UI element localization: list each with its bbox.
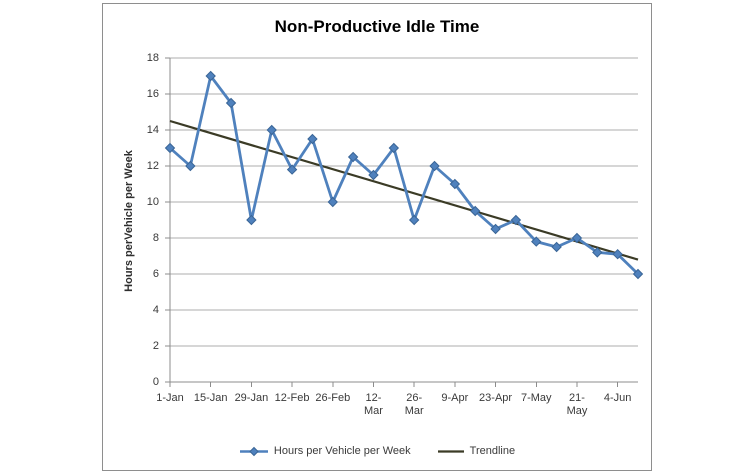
x-tick-label: 23-Apr [479, 392, 513, 404]
x-tick-label: 7-May [520, 392, 552, 404]
x-tick-label: 9-Apr [441, 392, 469, 404]
x-tick-label: 26-Feb [315, 392, 351, 404]
y-tick-label: 16 [146, 87, 159, 100]
y-tick-label: 0 [152, 375, 159, 388]
legend-item-series: Hours per Vehicle per Week [239, 445, 411, 457]
y-tick-label: 8 [152, 231, 159, 244]
series-line-swatch-icon [239, 446, 269, 457]
legend-trendline-label: Trendline [469, 445, 516, 457]
y-tick-label: 18 [146, 51, 159, 64]
y-tick-label: 12 [146, 159, 159, 172]
y-tick-label: 10 [146, 195, 159, 208]
x-tick-label: 1-Jan [156, 392, 184, 404]
plot-area [164, 57, 644, 387]
x-tick-label: 12- Mar [363, 392, 383, 417]
y-tick-label: 14 [146, 123, 159, 136]
legend-series-label: Hours per Vehicle per Week [273, 445, 411, 457]
y-tick-label: 6 [152, 267, 159, 280]
y-tick-label: 2 [152, 339, 159, 352]
chart-title: Non-Productive Idle Time [274, 17, 480, 36]
x-tick-label: 21- May [566, 392, 588, 417]
y-tick-label: 4 [152, 303, 159, 316]
legend: Hours per Vehicle per Week Trendline [103, 445, 651, 457]
x-tick-label: 26- Mar [404, 392, 424, 417]
legend-item-trendline: Trendline [437, 445, 515, 457]
chart[interactable]: Non-Productive Idle Time Hours perVehicl… [102, 3, 652, 471]
x-tick-label: 4-Jun [603, 392, 632, 404]
x-tick-label: 12-Feb [274, 392, 310, 404]
x-tick-label: 29-Jan [234, 392, 269, 404]
x-tick-label: 15-Jan [193, 392, 228, 404]
trendline-swatch-icon [437, 446, 465, 457]
